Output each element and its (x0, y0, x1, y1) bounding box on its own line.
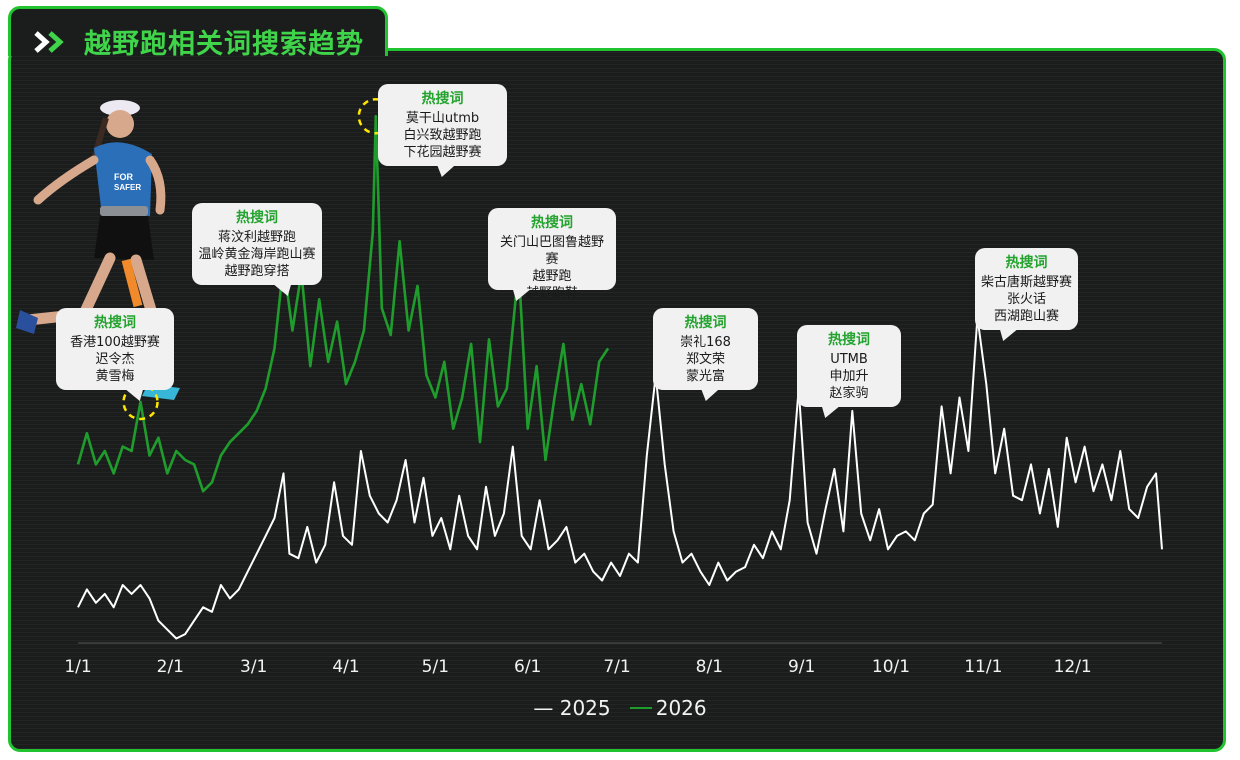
header: 越野跑相关词搜索趋势 (34, 22, 364, 61)
callout-line: 柴古唐斯越野赛 (981, 275, 1073, 290)
callout-line: 崇礼168 (680, 335, 731, 350)
callout-line: 蒋汶利越野跑 (217, 230, 296, 245)
callout-line: 申加升 (829, 369, 869, 384)
x-tick-label: 4/1 (332, 657, 359, 677)
callout-line: 越野跑穿搭 (224, 264, 290, 279)
svg-text:FOR: FOR (114, 172, 133, 182)
x-tick-label: 12/1 (1054, 657, 1092, 677)
x-tick-labels: 1/1 2/1 3/1 4/1 5/1 6/1 7/1 8/1 9/1 10/1 11/1 12/1 (64, 657, 1091, 677)
callout-heading: 热搜词 (828, 332, 870, 348)
x-tick-label: 6/1 (514, 657, 541, 677)
callout-box: 热搜词 香港100越野赛 迟令杰 黄雪梅 (56, 308, 174, 390)
callout-heading: 热搜词 (684, 315, 727, 331)
callout-line: 黄雪梅 (95, 369, 135, 384)
callout-heading: 热搜词 (531, 215, 573, 231)
callout-line: 越野跑 (532, 269, 572, 284)
chart-title: 越野跑相关词搜索趋势 (84, 29, 364, 60)
callout-box: 热搜词 柴古唐斯越野赛 张火话 西湖跑山赛 (975, 248, 1078, 330)
callout-line: 越野跑鞋 (525, 286, 578, 301)
callout-line: 郑文荣 (685, 352, 725, 367)
legend-swatch-2026 (629, 706, 652, 709)
callout-heading: 热搜词 (94, 315, 136, 331)
callout-heading: 热搜词 (421, 91, 464, 107)
callout-line: UTMB (830, 352, 868, 367)
callout-heading: 热搜词 (1005, 255, 1048, 271)
x-tick-label: 2/1 (157, 657, 184, 677)
callout-line: 温岭黄金海岸跑山赛 (198, 247, 316, 262)
x-tick-label: 8/1 (696, 657, 723, 677)
callout-box: 热搜词 莫干山utmb 白兴致越野跑 下花园越野赛 (378, 84, 507, 166)
x-tick-label: 1/1 (64, 657, 91, 677)
series-line-2025 (77, 316, 1163, 640)
x-tick-label: 7/1 (603, 657, 630, 677)
title-tab-join (11, 40, 385, 54)
callout-line: 白兴致越野跑 (403, 128, 482, 143)
legend-item-2025: — 2025 (533, 696, 611, 720)
callout-line: 关门山巴图鲁越野赛 (499, 235, 604, 267)
legend-label-2026: 2026 (655, 696, 707, 720)
callout-line: 下花园越野赛 (403, 145, 482, 160)
svg-text:SAFER: SAFER (114, 183, 141, 192)
callout-line: 西湖跑山赛 (993, 309, 1059, 324)
callout-heading: 热搜词 (236, 210, 278, 226)
callout-line: 蒙光富 (685, 369, 725, 384)
x-tick-label: 9/1 (788, 657, 815, 677)
callout-line: 香港100越野赛 (70, 335, 160, 350)
double-chevron-icon (34, 30, 64, 53)
x-tick-label: 11/1 (964, 657, 1002, 677)
legend-item-2026: 2026 (629, 696, 707, 720)
x-tick-label: 3/1 (240, 657, 267, 677)
callout-box: 热搜词 蒋汶利越野跑 温岭黄金海岸跑山赛 越野跑穿搭 (192, 203, 322, 285)
chart-panel (8, 48, 1226, 752)
callout-line: 莫干山utmb (405, 111, 480, 126)
callout-box: 热搜词 关门山巴图鲁越野赛 越野跑 越野跑鞋 (488, 208, 616, 301)
chart-legend: — 2025 2026 (0, 696, 1240, 720)
x-tick-label: 5/1 (422, 657, 449, 677)
callout-line: 张火话 (1006, 292, 1046, 307)
callout-line: 迟令杰 (95, 352, 135, 367)
series-line-2026 (76, 114, 610, 493)
x-tick-label: 10/1 (872, 657, 910, 677)
callout-box: 热搜词 崇礼168 郑文荣 蒙光富 (653, 308, 758, 390)
callout-line: 赵家驹 (829, 386, 869, 401)
callout-box: 热搜词 UTMB 申加升 赵家驹 (797, 325, 901, 407)
